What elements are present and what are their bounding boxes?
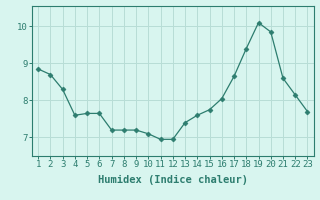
X-axis label: Humidex (Indice chaleur): Humidex (Indice chaleur)	[98, 175, 248, 185]
